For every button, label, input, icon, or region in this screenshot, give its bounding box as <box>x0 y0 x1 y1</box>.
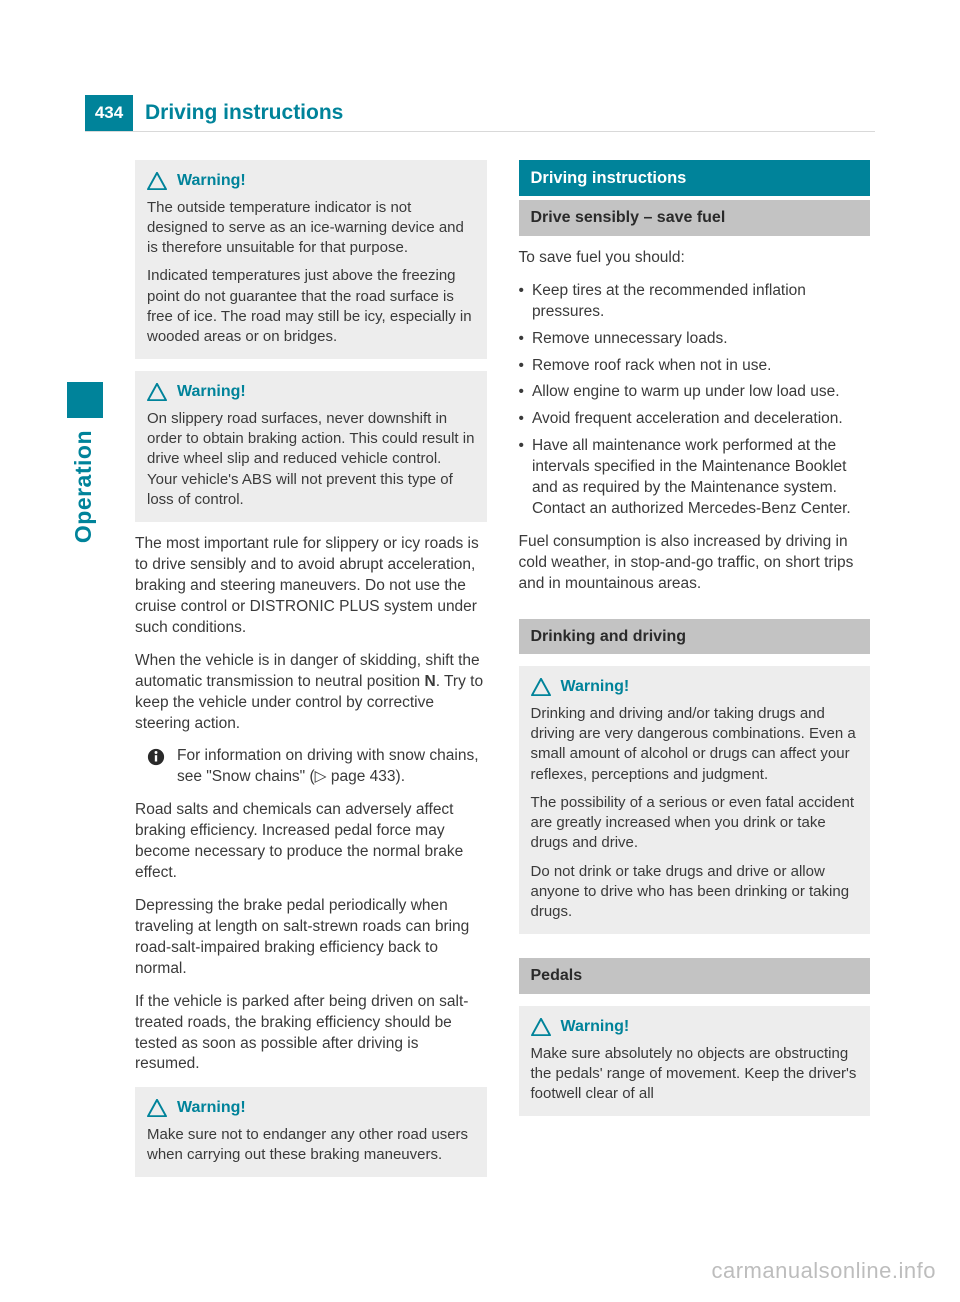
warning-label: Warning! <box>561 676 630 698</box>
info-text: For information on driving with snow cha… <box>177 746 487 788</box>
info-note: For information on driving with snow cha… <box>135 746 487 788</box>
bullet-marker: • <box>519 382 524 403</box>
bold-text: N <box>424 673 435 690</box>
warning-text: Drinking and driving and/or taking drugs… <box>531 704 859 923</box>
body-paragraph: Depressing the brake pedal periodically … <box>135 896 487 980</box>
warning-triangle-icon <box>147 172 167 190</box>
list-text: Remove roof rack when not in use. <box>532 356 870 377</box>
warning-paragraph: Drinking and driving and/or taking drugs… <box>531 704 859 785</box>
bullet-marker: • <box>519 281 524 323</box>
warning-heading: Warning! <box>147 170 475 192</box>
list-item: • Remove roof rack when not in use. <box>519 356 871 377</box>
list-item: •Keep tires at the recommended inflation… <box>519 281 871 323</box>
warning-box: Warning! The outside temperature indicat… <box>135 160 487 359</box>
page-header: 434 Driving instructions <box>85 95 343 131</box>
warning-paragraph: The outside temperature indicator is not… <box>147 198 475 259</box>
bullet-marker: • <box>519 409 524 430</box>
warning-box: Warning! Drinking and driving and/or tak… <box>519 666 871 934</box>
warning-heading: Warning! <box>147 1097 475 1119</box>
body-paragraph: To save fuel you should: <box>519 248 871 269</box>
list-text: Avoid frequent acceleration and decelera… <box>532 409 870 430</box>
body-paragraph: When the vehicle is in danger of skiddin… <box>135 651 487 735</box>
warning-triangle-icon <box>147 1099 167 1117</box>
warning-text: Make sure absolutely no objects are obst… <box>531 1044 859 1105</box>
warning-triangle-icon <box>147 383 167 401</box>
warning-triangle-icon <box>531 1018 551 1036</box>
warning-paragraph: Do not drink or take drugs and drive or … <box>531 862 859 923</box>
list-item: • Avoid frequent acceleration and deceler… <box>519 409 871 430</box>
warning-text: On slippery road surfaces, never downshi… <box>147 409 475 510</box>
list-item: •Have all maintenance work performed at … <box>519 436 871 520</box>
list-item: • Remove unnecessary loads. <box>519 329 871 350</box>
watermark-text: carmanualsonline.info <box>711 1258 936 1284</box>
list-text: Allow engine to warm up under low load u… <box>532 382 870 403</box>
warning-paragraph: Make sure absolutely no objects are obst… <box>531 1044 859 1105</box>
warning-box: Warning! On slippery road surfaces, neve… <box>135 371 487 522</box>
info-icon <box>147 748 165 766</box>
side-tab-label: Operation <box>70 430 97 543</box>
warning-text: Make sure not to endanger any other road… <box>147 1125 475 1166</box>
list-text: Remove unnecessary loads. <box>532 329 870 350</box>
warning-label: Warning! <box>177 170 246 192</box>
warning-heading: Warning! <box>531 676 859 698</box>
page-title: Driving instructions <box>133 95 343 131</box>
warning-heading: Warning! <box>531 1016 859 1038</box>
section-heading-secondary: Drinking and driving <box>519 619 871 655</box>
text-run: page 433). <box>327 768 405 785</box>
body-paragraph: Fuel consumption is also increased by dr… <box>519 532 871 595</box>
warning-label: Warning! <box>561 1016 630 1038</box>
bullet-marker: • <box>519 436 524 520</box>
warning-paragraph: Make sure not to endanger any other road… <box>147 1125 475 1166</box>
page-number: 434 <box>85 95 133 131</box>
content-columns: Warning! The outside temperature indicat… <box>135 160 870 1222</box>
warning-paragraph: Indicated temperatures just above the fr… <box>147 266 475 347</box>
warning-box: Warning! Make sure not to endanger any o… <box>135 1087 487 1177</box>
warning-label: Warning! <box>177 381 246 403</box>
warning-paragraph: The possibility of a serious or even fat… <box>531 793 859 854</box>
bullet-marker: • <box>519 356 524 377</box>
section-heading-secondary: Pedals <box>519 958 871 994</box>
warning-paragraph: On slippery road surfaces, never downshi… <box>147 409 475 510</box>
manual-page: 434 Driving instructions Operation Warni… <box>0 0 960 1302</box>
section-heading-secondary: Drive sensibly – save fuel <box>519 200 871 236</box>
warning-box: Warning! Make sure absolutely no objects… <box>519 1006 871 1116</box>
warning-label: Warning! <box>177 1097 246 1119</box>
body-paragraph: If the vehicle is parked after being dri… <box>135 992 487 1076</box>
list-text: Have all maintenance work performed at t… <box>532 436 870 520</box>
section-heading-primary: Driving instructions <box>519 160 871 196</box>
body-paragraph: Road salts and chemicals can adversely a… <box>135 800 487 884</box>
warning-heading: Warning! <box>147 381 475 403</box>
bullet-list: •Keep tires at the recommended inflation… <box>519 281 871 520</box>
bullet-marker: • <box>519 329 524 350</box>
warning-triangle-icon <box>531 678 551 696</box>
header-rule <box>85 131 875 132</box>
page-ref-arrow-icon: ▷ <box>315 768 327 785</box>
body-paragraph: The most important rule for slippery or … <box>135 534 487 639</box>
warning-text: The outside temperature indicator is not… <box>147 198 475 348</box>
list-item: • Allow engine to warm up under low load … <box>519 382 871 403</box>
list-text: Keep tires at the recommended inflation … <box>532 281 870 323</box>
side-tab-block <box>67 382 103 418</box>
